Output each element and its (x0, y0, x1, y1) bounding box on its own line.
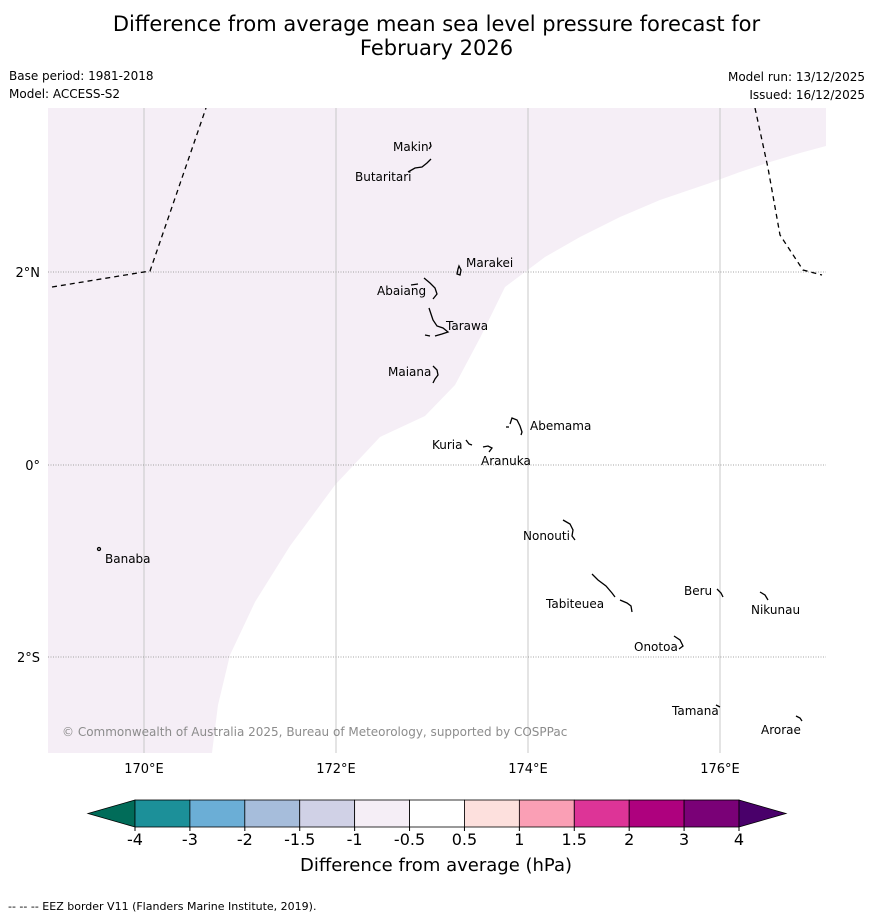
lat-label-0: 0° (25, 459, 40, 474)
island-aranuka (482, 445, 493, 453)
colorbar-swatch-4 (354, 799, 410, 828)
place-labels: Makin Butaritari Marakei Abaiang Tarawa … (105, 140, 801, 737)
colorbar-swatch-0 (134, 799, 191, 828)
colorbar-swatch-10 (683, 799, 740, 828)
label-tabiteuea: Tabiteuea (545, 597, 604, 611)
label-onotoa: Onotoa (634, 640, 678, 654)
colorbar-label: Difference from average (hPa) (300, 855, 572, 876)
island-nonouti (562, 519, 576, 541)
island-banaba (96, 546, 102, 552)
title-line-1: Difference from average mean sea level p… (112, 12, 761, 36)
meta-left: Base period: 1981-2018 Model: ACCESS-S2 (9, 69, 154, 105)
island-tabiteuea-north (591, 573, 616, 598)
colorbar-tick-3: -1.5 (284, 830, 315, 849)
lat-gridlines (48, 271, 826, 658)
colorbar-extend-under (86, 799, 136, 828)
colorbar-extend-over (738, 799, 788, 828)
label-banaba: Banaba (105, 552, 151, 566)
island-beru (716, 588, 724, 598)
colorbar-tick-0: -4 (127, 830, 143, 849)
copyright-notice: © Commonwealth of Australia 2025, Bureau… (62, 725, 567, 739)
colorbar-tick-6: 0.5 (452, 830, 477, 849)
colorbar-swatch-7 (518, 799, 575, 828)
label-nonouti: Nonouti (523, 529, 570, 543)
lon-label-174e: 174°E (508, 762, 548, 777)
colorbar-tick-4: -1 (347, 830, 363, 849)
island-outlines (96, 141, 803, 722)
colorbar-swatch-8 (573, 799, 630, 828)
lat-label-2s: 2°S (17, 651, 40, 666)
label-arorae: Arorae (761, 723, 801, 737)
issued-date: Issued: 16/12/2025 (749, 88, 865, 102)
label-beru: Beru (684, 584, 712, 598)
eez-borders (51, 108, 823, 288)
island-tabiteuea-south (619, 599, 633, 613)
colorbar-tick-5: -0.5 (394, 830, 425, 849)
shaded-region-minus1-to-minus05 (48, 108, 826, 753)
label-tarawa: Tarawa (445, 319, 488, 333)
island-kuria (465, 439, 473, 446)
label-maiana: Maiana (388, 365, 431, 379)
colorbar-swatch-2 (244, 799, 301, 828)
island-butaritari (407, 158, 432, 173)
island-tamana (715, 704, 721, 708)
label-abaiang: Abaiang (377, 284, 426, 298)
island-marakei (456, 264, 462, 276)
colorbar-tick-9: 2 (624, 830, 634, 849)
lat-label-2n: 2°N (16, 266, 41, 281)
colorbar-tick-1: -3 (182, 830, 198, 849)
island-arorae (795, 715, 803, 722)
lon-label-176e: 176°E (700, 762, 740, 777)
axis-labels: 170°E 172°E 174°E 176°E 2°N 0° 2°S (16, 266, 740, 777)
model-run: Model run: 13/12/2025 (727, 70, 865, 84)
island-abaiang (423, 277, 438, 300)
colorbar-swatch-6 (464, 799, 520, 828)
base-period: Base period: 1981-2018 (9, 69, 154, 83)
label-aranuka: Aranuka (481, 454, 531, 468)
meta-right: Model run: 13/12/2025 Issued: 16/12/2025 (728, 70, 865, 106)
colorbar-swatch-9 (628, 799, 685, 828)
label-kuria: Kuria (432, 438, 463, 452)
model-name: Model: ACCESS-S2 (9, 87, 121, 101)
colorbar-swatch-3 (299, 799, 356, 828)
colorbar-swatch-1 (189, 799, 246, 828)
island-makin (428, 141, 432, 150)
island-abaiang-west (410, 283, 419, 286)
island-abemama (509, 417, 523, 436)
lon-label-172e: 172°E (316, 762, 356, 777)
colorbar-tick-2: -2 (237, 830, 253, 849)
lon-label-170e: 170°E (124, 762, 164, 777)
label-nikunau: Nikunau (751, 603, 800, 617)
colorbar-swatch-5 (409, 799, 465, 828)
gridlines (143, 108, 721, 753)
map-area: Makin Butaritari Marakei Abaiang Tarawa … (48, 108, 826, 753)
colorbar-tick-8: 1.5 (562, 830, 587, 849)
label-abemama: Abemama (530, 419, 591, 433)
island-maiana (432, 365, 439, 384)
island-tarawa (428, 307, 450, 337)
island-nikunau (759, 591, 769, 601)
eez-border-east (754, 108, 823, 276)
eez-footnote: -- -- -- EEZ border V11 (Flanders Marine… (8, 900, 317, 913)
island-tarawa-south (424, 334, 431, 337)
label-butaritari: Butaritari (355, 170, 412, 184)
label-marakei: Marakei (466, 256, 513, 270)
label-tamana: Tamana (671, 704, 719, 718)
island-onotoa (673, 635, 684, 650)
label-makin: Makin (393, 140, 429, 154)
chart-title: Difference from average mean sea level p… (0, 12, 873, 60)
eez-border-west (51, 108, 207, 288)
colorbar-tick-7: 1 (514, 830, 524, 849)
title-line-2: February 2026 (359, 36, 514, 60)
colorbar-tick-10: 3 (679, 830, 689, 849)
colorbar-tick-11: 4 (734, 830, 744, 849)
colorbar: -4 -3 -2 -1.5 -1 -0.5 0.5 1 1.5 2 3 4 (86, 799, 788, 849)
